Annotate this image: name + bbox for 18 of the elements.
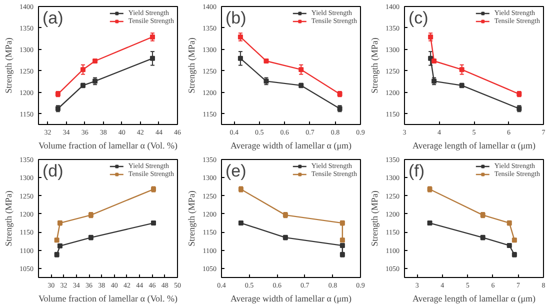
annotation: (a) [42,8,64,28]
y-axis-title: Strength (MPa) [4,190,14,246]
x-axis-title: Volume fraction of lamellar α (Vol. %) [38,294,178,304]
x-axis-title: Average length of lamellar α (μm) [412,294,536,304]
y-axis-title: Strength (MPa) [370,190,380,246]
annotation: (d) [42,162,64,180]
x-axis-title: Average length of lamellar α (μm) [412,140,536,150]
y-axis-title: Strength (MPa) [4,38,14,94]
x-axis-title: Average width of lamellar α (μm) [230,294,352,304]
y-axis-title: Strength (MPa) [186,38,196,94]
y-axis-title: Strength (MPa) [186,190,196,246]
x-axis-title: Average width of lamellar α (μm) [230,140,352,150]
annotation: (f) [408,162,425,180]
y-axis-title: Strength (MPa) [370,38,380,94]
annotation: (b) [226,8,246,28]
annotation: (e) [226,162,246,180]
annotation: (c) [408,8,428,28]
x-axis-title: Volume fraction of lamellar α (Vol. %) [38,140,178,150]
